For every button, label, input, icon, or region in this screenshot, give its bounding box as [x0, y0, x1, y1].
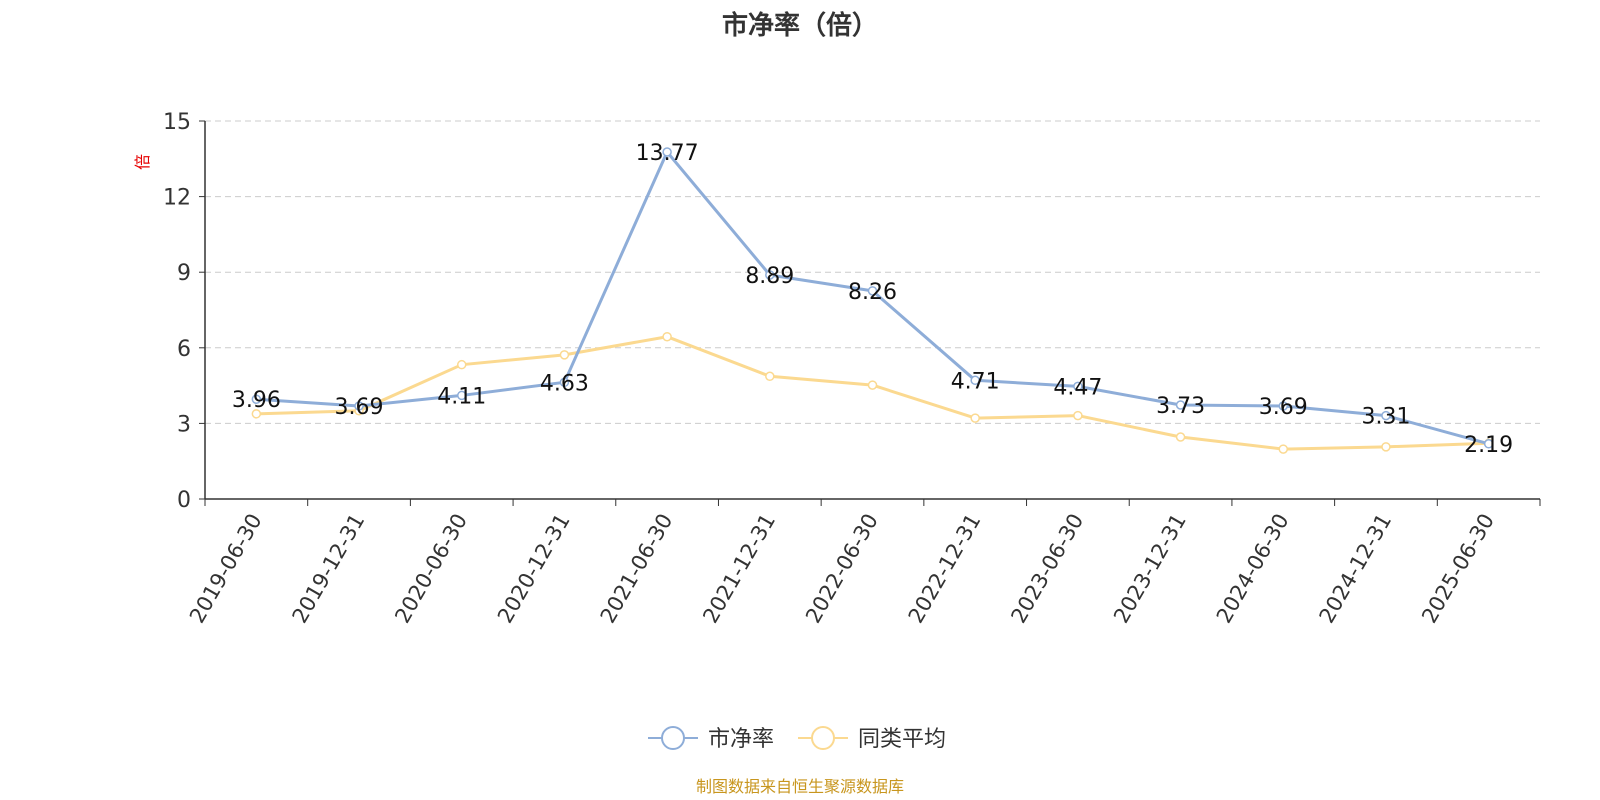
data-label: 3.73 — [1156, 394, 1205, 419]
legend-marker — [812, 727, 834, 749]
x-tick-label: 2021-06-30 — [596, 510, 678, 628]
chart-title: 市净率（倍） — [722, 10, 878, 41]
x-tick-label: 2020-12-31 — [493, 510, 575, 628]
axes: 0 3 6 9 12 15 2019-06-30 2019-12-312020-06-30 20… — [163, 110, 1540, 627]
x-tick-label: 2024-12-31 — [1314, 510, 1396, 628]
data-point[interactable] — [971, 414, 979, 422]
x-tick-label: 2023-12-31 — [1109, 510, 1191, 628]
y-tick-label: 12 — [163, 186, 191, 211]
data-label: 4.71 — [951, 369, 1000, 394]
data-label: 4.47 — [1053, 375, 1102, 400]
y-axis-label: 倍 — [133, 154, 152, 170]
data-point[interactable] — [560, 351, 568, 359]
data-label: 4.63 — [540, 371, 589, 396]
y-tick-label: 6 — [177, 337, 191, 362]
legend-label: 同类平均 — [858, 727, 946, 752]
series-layer: 3.96 3.69 4.11 4.63 13.77 8.89 8.26 4.71 4.47 3.7… — [232, 141, 1513, 458]
x-tick-label: 2019-06-30 — [185, 510, 267, 628]
legend-item-同类平均[interactable]: 同类平均 — [798, 727, 946, 752]
data-point[interactable] — [1074, 412, 1082, 420]
x-tick-label: 2022-06-30 — [801, 510, 883, 628]
x-tick-label: 2021-12-31 — [698, 510, 780, 628]
legend[interactable]: 市净率 同类平均 — [648, 727, 946, 752]
x-tick-label: 2022-12-31 — [904, 510, 986, 628]
data-label: 8.89 — [745, 264, 794, 289]
x-tick-label: 2023-06-30 — [1006, 510, 1088, 628]
data-label: 4.11 — [437, 384, 486, 409]
x-tick-label: 2019-12-31 — [288, 510, 370, 628]
x-tick-label: 2024-06-30 — [1212, 510, 1294, 628]
y-tick-label: 9 — [177, 261, 191, 286]
grid-lines — [205, 121, 1540, 423]
legend-item-市净率[interactable]: 市净率 — [648, 727, 774, 752]
y-tick-label: 15 — [163, 110, 191, 135]
data-point[interactable] — [869, 381, 877, 389]
data-point[interactable] — [1177, 433, 1185, 441]
chart: 市净率（倍） 倍 036912152019-06-302019-12-31202… — [0, 0, 1600, 800]
data-point[interactable] — [766, 372, 774, 380]
data-point[interactable] — [1279, 445, 1287, 453]
data-point[interactable] — [458, 361, 466, 369]
data-point[interactable] — [1382, 443, 1390, 451]
data-label: 13.77 — [636, 141, 699, 166]
y-tick-label: 3 — [177, 412, 191, 437]
x-tick-label: 2025-06-30 — [1417, 510, 1499, 628]
data-label: 8.26 — [848, 280, 897, 305]
data-label: 3.69 — [1259, 395, 1308, 420]
data-label: 3.31 — [1361, 405, 1410, 430]
x-tick-label: 2020-06-30 — [390, 510, 472, 628]
data-label: 3.69 — [335, 395, 384, 420]
data-point[interactable] — [663, 333, 671, 341]
legend-label: 市净率 — [708, 727, 774, 752]
legend-marker — [662, 727, 684, 749]
data-label: 3.96 — [232, 388, 281, 413]
y-tick-label: 0 — [177, 488, 191, 513]
footer-source: 制图数据来自恒生聚源数据库 — [696, 777, 904, 796]
data-label: 2.19 — [1464, 433, 1513, 458]
